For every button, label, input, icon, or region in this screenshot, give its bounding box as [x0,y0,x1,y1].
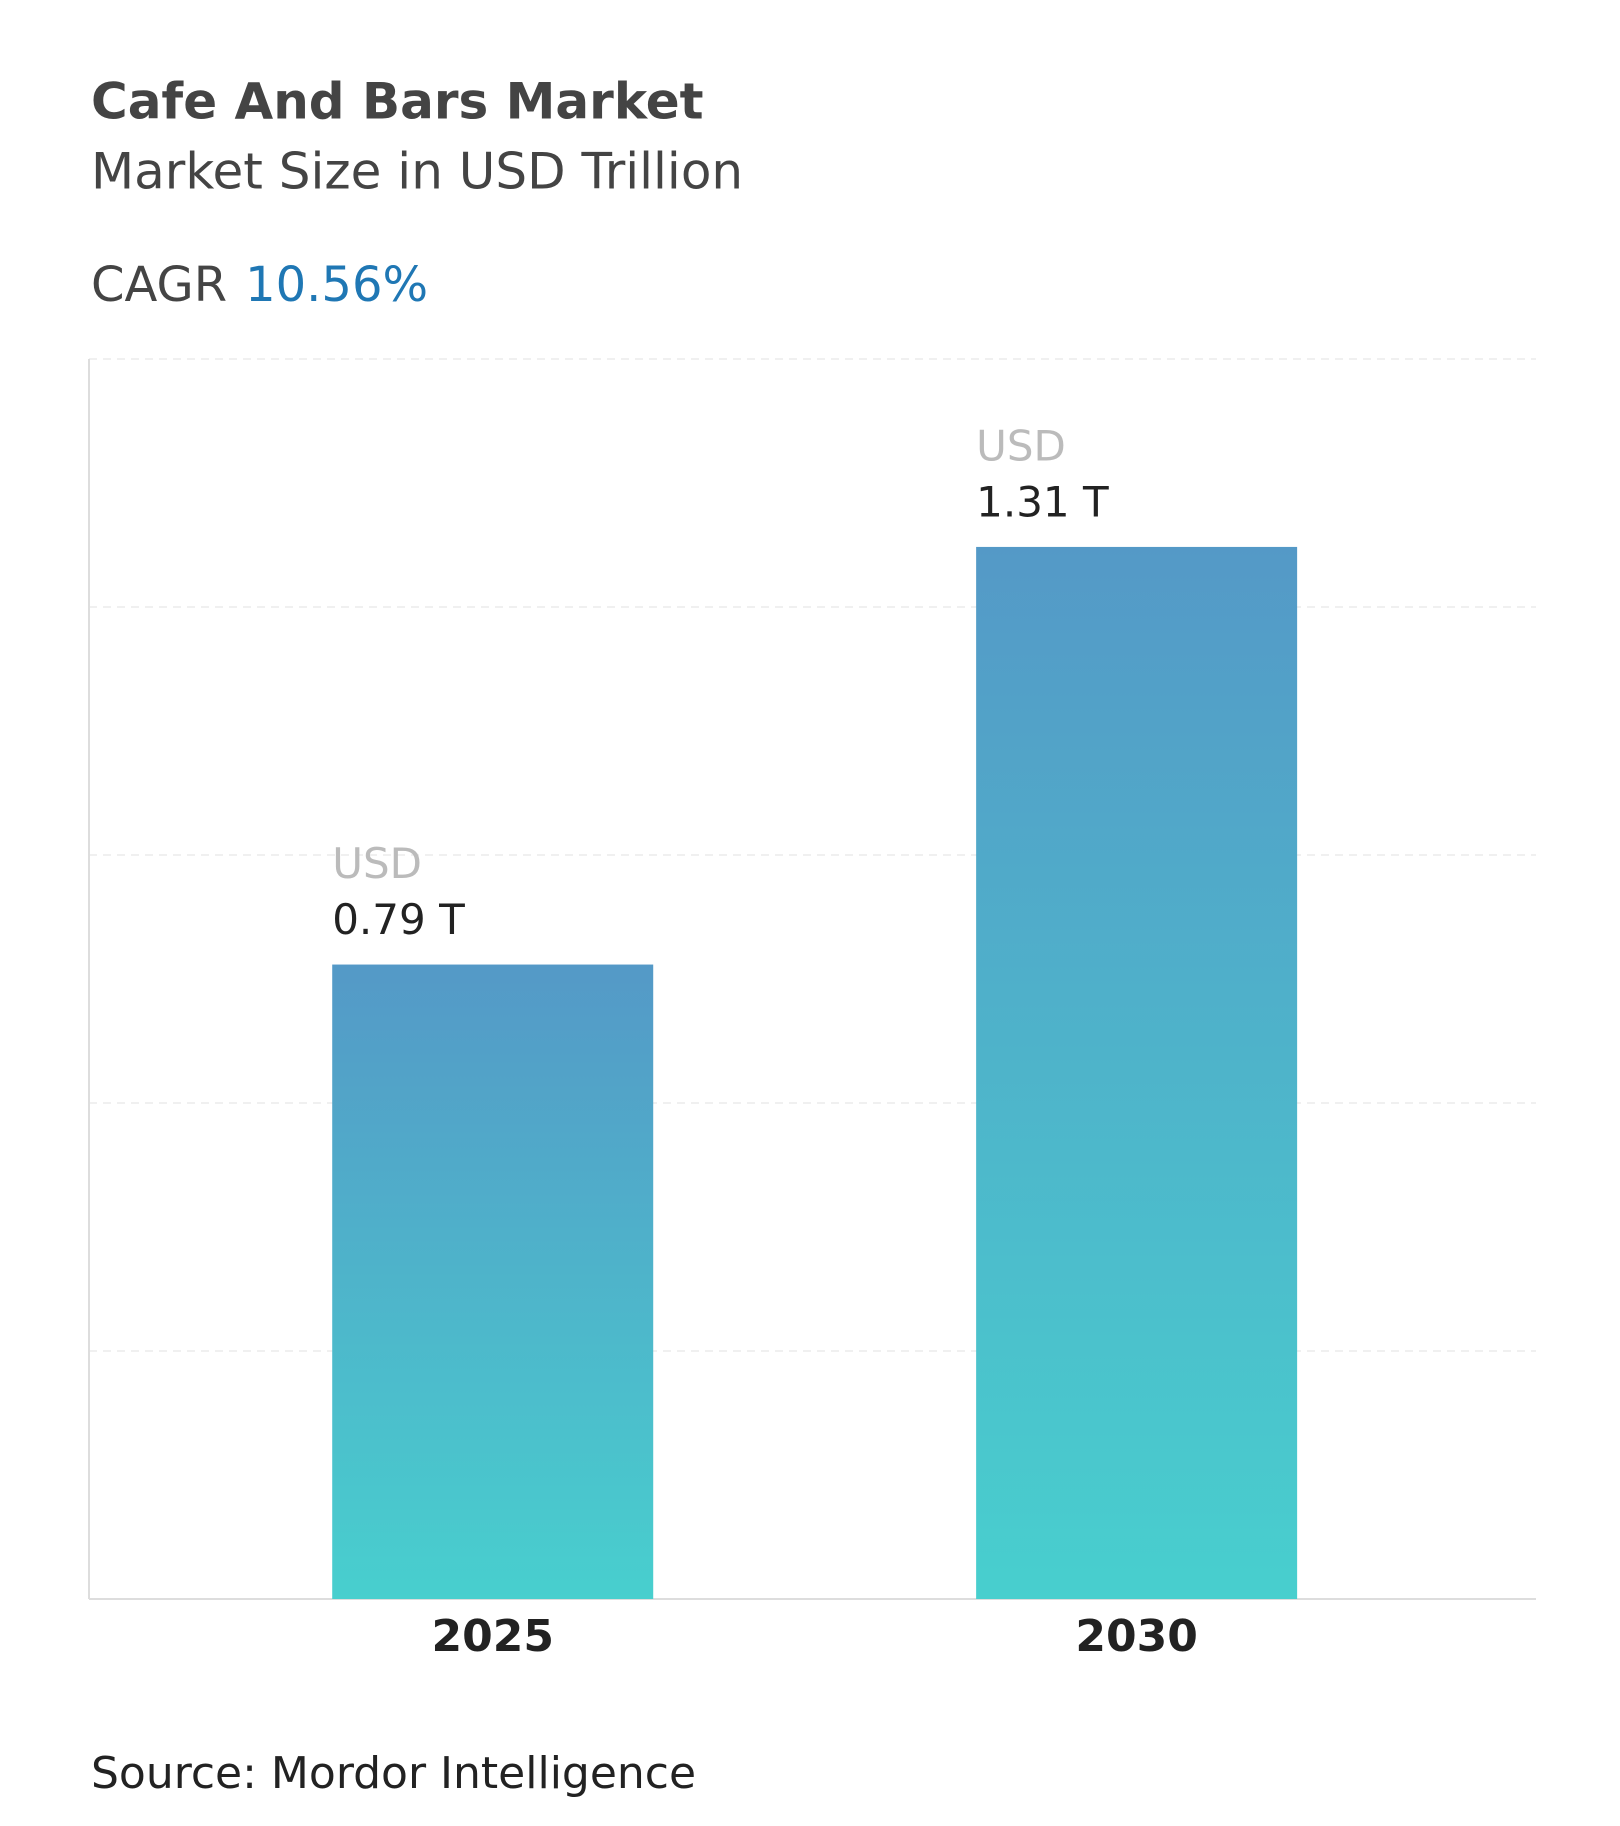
x-tick-label: 2025 [431,1611,553,1662]
chart-title: Cafe And Bars Market [91,73,704,131]
cagr-label: CAGR 10.56% [91,257,428,313]
value-unit: USD [976,421,1066,470]
bar [976,546,1298,1599]
cagr-value: 10.56% [245,257,428,313]
value-label: 0.79 T [332,895,465,944]
value-label: 1.31 T [976,477,1109,526]
bar [332,964,654,1599]
cagr-label-text: CAGR [91,257,227,313]
value-unit: USD [332,839,422,888]
x-tick-label: 2030 [1075,1611,1197,1662]
chart-subtitle: Market Size in USD Trillion [91,143,743,201]
source: Source: Mordor Intelligence [91,1748,696,1799]
